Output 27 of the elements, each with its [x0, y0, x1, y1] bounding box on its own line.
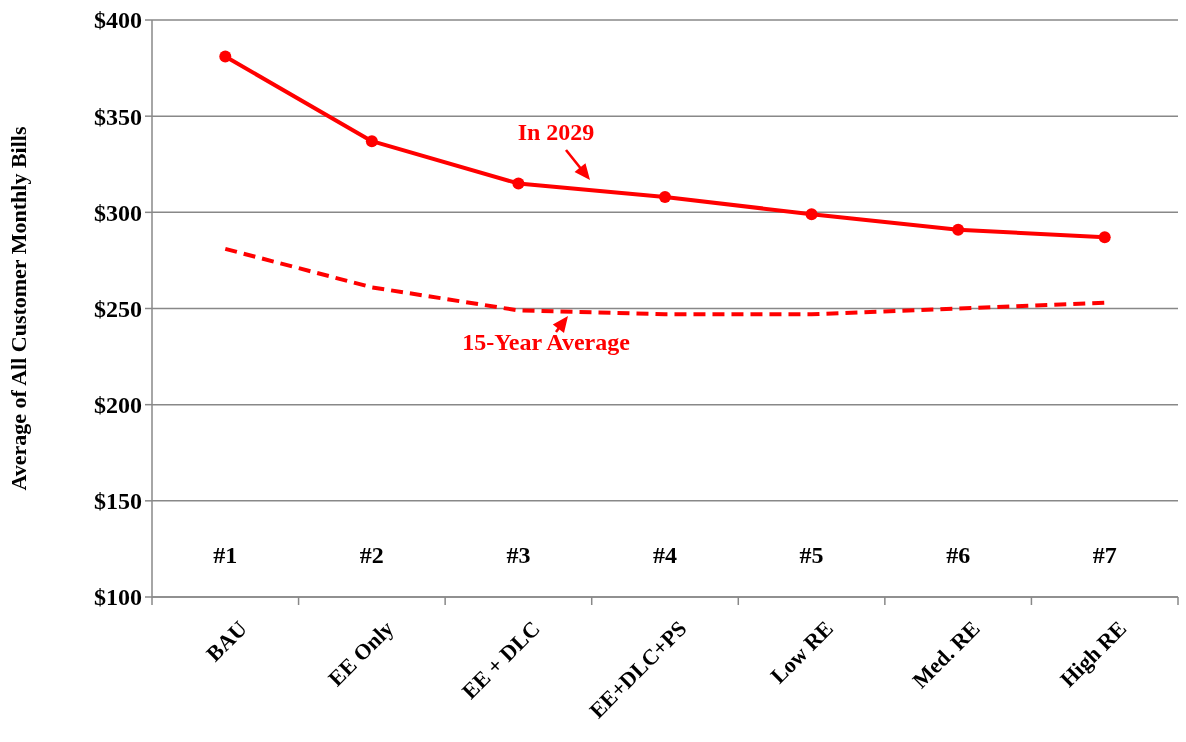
point	[659, 190, 671, 203]
point	[512, 177, 525, 190]
y-tick-label: $300	[94, 199, 142, 226]
annotation: #5	[799, 542, 824, 569]
point	[805, 208, 818, 221]
point	[219, 50, 232, 63]
annotation: #7	[1092, 542, 1117, 569]
annotation: #2	[359, 542, 384, 569]
x-tick-label: EE Only	[323, 615, 399, 691]
annotation: #4	[653, 542, 677, 569]
x-tick-label: Low RE	[765, 615, 838, 689]
y-axis-title: Average of All Customer Monthly Bills	[6, 126, 31, 491]
y-tick-label: $100	[94, 584, 142, 611]
y-tick-label: $350	[94, 103, 142, 130]
point	[1098, 231, 1111, 244]
y-tick-label: $200	[94, 392, 142, 419]
annotation: #1	[213, 542, 238, 569]
y-tick-label: $150	[94, 488, 142, 515]
y-tick-label: $400	[94, 7, 142, 34]
point	[952, 223, 965, 236]
point	[365, 135, 378, 148]
legend-label: 15-Year Average	[462, 329, 631, 355]
annotation: #3	[506, 542, 531, 569]
y-tick-label: $250	[94, 295, 142, 322]
line-series	[223, 246, 1107, 317]
annotation: #6	[946, 542, 971, 569]
series-label: In 2029	[517, 119, 595, 145]
